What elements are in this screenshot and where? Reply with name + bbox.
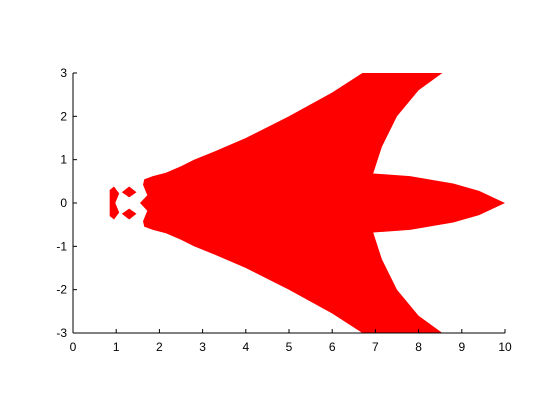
y-tick-label: 0 <box>60 196 67 210</box>
x-tick-label: 10 <box>498 340 512 354</box>
y-tick-label: 3 <box>60 66 67 80</box>
x-tick-label: 9 <box>458 340 465 354</box>
y-tick-label: -1 <box>56 239 67 253</box>
x-ticks: 0 1 2 3 4 5 6 7 8 9 10 <box>70 329 512 354</box>
x-tick-label: 6 <box>329 340 336 354</box>
x-tick-label: 5 <box>286 340 293 354</box>
x-tick-label: 4 <box>242 340 249 354</box>
x-tick-label: 8 <box>415 340 422 354</box>
plot-regions <box>109 73 505 333</box>
y-tick-label: -2 <box>56 283 67 297</box>
region-main-body <box>140 73 505 333</box>
x-tick-label: 2 <box>156 340 163 354</box>
region-upper-diamond <box>121 186 137 198</box>
y-ticks: 3 2 1 0 -1 -2 -3 <box>56 66 77 340</box>
y-tick-label: 2 <box>60 109 67 123</box>
x-tick-label: 3 <box>199 340 206 354</box>
y-tick-label: -3 <box>56 326 67 340</box>
y-tick-label: 1 <box>60 153 67 167</box>
x-tick-label: 7 <box>372 340 379 354</box>
x-tick-label: 1 <box>113 340 120 354</box>
x-tick-label: 0 <box>70 340 77 354</box>
region-lower-diamond <box>121 208 137 220</box>
region-left-lobe <box>109 186 120 220</box>
